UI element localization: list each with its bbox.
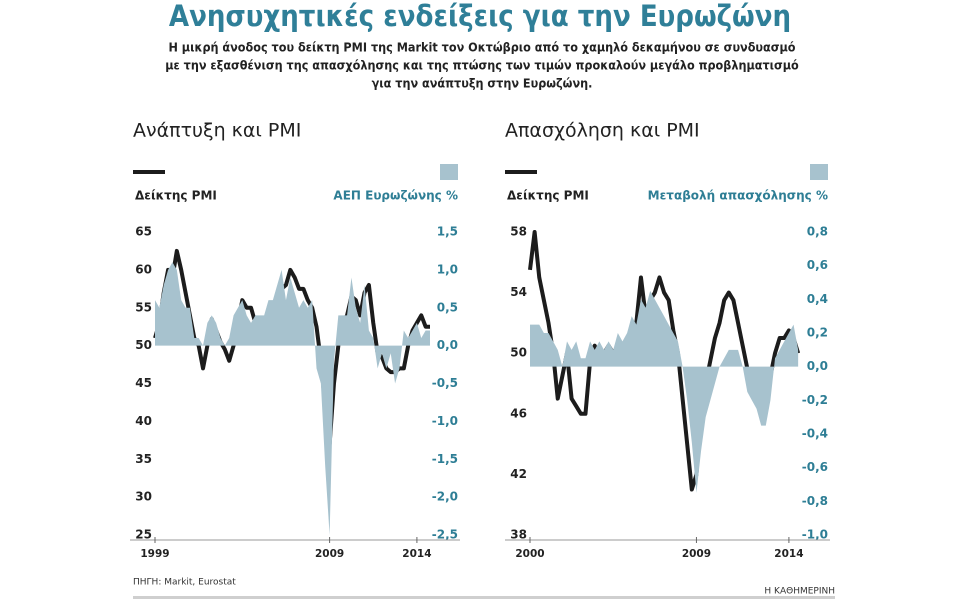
y-tick-label: 35 bbox=[135, 452, 152, 466]
subtitle: Η μικρή άνοδος του δείκτη PMI της Markit… bbox=[168, 40, 795, 55]
y-tick-label: 60 bbox=[135, 262, 152, 276]
y2-tick-label: 0,0 bbox=[807, 359, 828, 373]
area bbox=[530, 290, 799, 493]
y2-tick-label: -2,0 bbox=[432, 490, 458, 504]
subtitle: με την εξασθένιση της απασχόλησης και τη… bbox=[165, 58, 799, 73]
x-tick-label: 2009 bbox=[682, 548, 711, 560]
title: Ανησυχητικές ενδείξεις για την Ευρωζώνη bbox=[169, 0, 791, 33]
legend-label: Δείκτης PMI bbox=[135, 189, 217, 203]
footer-bar bbox=[133, 596, 835, 599]
legend-label: Μεταβολή απασχόλησης % bbox=[648, 189, 828, 203]
y2-tick-label: 0,2 bbox=[807, 326, 828, 340]
y-tick-label: 50 bbox=[135, 338, 152, 352]
legend-label: ΑΕΠ Ευρωζώνης % bbox=[333, 189, 458, 203]
line bbox=[153, 248, 430, 447]
y2-tick-label: -1,0 bbox=[802, 528, 828, 542]
y2-tick-label: 0,0 bbox=[437, 338, 458, 352]
y2-tick-label: -1,0 bbox=[432, 414, 458, 428]
y-tick-label: 58 bbox=[510, 225, 527, 239]
y2-tick-label: 0,8 bbox=[807, 225, 828, 239]
y2-tick-label: 0,6 bbox=[807, 258, 828, 272]
y2-tick-label: -0,2 bbox=[802, 393, 828, 407]
y-tick-label: 25 bbox=[135, 528, 152, 542]
y2-tick-label: -0,4 bbox=[802, 427, 828, 441]
y-tick-label: 55 bbox=[135, 300, 152, 314]
y2-tick-label: -1,5 bbox=[432, 452, 458, 466]
x-tick-label: 2014 bbox=[402, 548, 431, 560]
y2-tick-label: -2,5 bbox=[432, 528, 458, 542]
x-tick-label: 2014 bbox=[774, 548, 803, 560]
y2-tick-label: 1,5 bbox=[437, 225, 458, 239]
chart-title: Απασχόληση και PMI bbox=[505, 120, 700, 142]
y-tick-label: 42 bbox=[510, 467, 527, 481]
y-tick-label: 30 bbox=[135, 490, 152, 504]
y-tick-label: 40 bbox=[135, 414, 152, 428]
area bbox=[155, 262, 430, 535]
y2-tick-label: 0,5 bbox=[437, 300, 458, 314]
chart-title: Ανάπτυξη και PMI bbox=[133, 120, 301, 142]
x-tick-label: 2009 bbox=[315, 548, 344, 560]
y-tick-label: 38 bbox=[510, 528, 527, 542]
source: ΠΗΓΗ: Markit, Eurostat bbox=[133, 578, 236, 588]
y-tick-label: 54 bbox=[510, 285, 527, 299]
legend-swatch bbox=[810, 164, 828, 180]
y2-tick-label: -0,6 bbox=[802, 460, 828, 474]
x-tick-label: 2000 bbox=[515, 548, 544, 560]
y2-tick-label: 0,4 bbox=[807, 292, 828, 306]
y2-tick-label: 1,0 bbox=[437, 262, 458, 276]
x-tick-label: 1999 bbox=[140, 548, 169, 560]
y-tick-label: 46 bbox=[510, 406, 527, 420]
subtitle: για την ανάπτυξη στην Ευρωζώνη. bbox=[372, 76, 593, 91]
y-tick-label: 50 bbox=[510, 346, 527, 360]
legend-label: Δείκτης PMI bbox=[507, 189, 589, 203]
y2-tick-label: -0,8 bbox=[802, 494, 828, 508]
legend-swatch bbox=[440, 164, 458, 180]
brand: Η ΚΑΘΗΜΕΡΙΝΗ bbox=[764, 587, 835, 597]
y2-tick-label: -0,5 bbox=[432, 376, 458, 390]
y-tick-label: 65 bbox=[135, 225, 152, 239]
y-tick-label: 45 bbox=[135, 376, 152, 390]
